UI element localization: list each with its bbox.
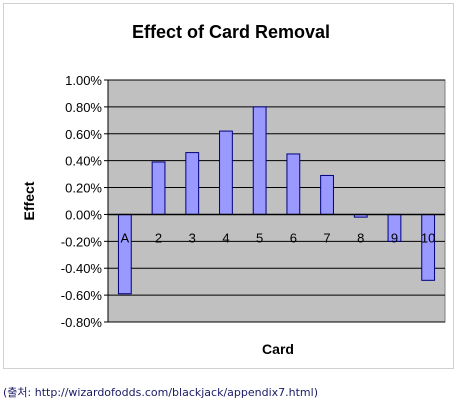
x-tick-label: 10 <box>421 230 435 245</box>
caption-suffix: ) <box>313 386 318 399</box>
x-tick-label: 8 <box>357 230 364 245</box>
bar-chart: Effect of Card Removal Effect Card 1.00%… <box>21 22 446 357</box>
chart-title: Effect of Card Removal <box>132 22 330 42</box>
bar-2 <box>151 161 166 215</box>
bar-A <box>117 213 132 295</box>
y-axis-label: Effect <box>21 181 37 220</box>
x-tick-label: 4 <box>222 230 229 245</box>
y-tick-label: 0.40% <box>65 154 102 169</box>
x-tick-label: A <box>121 230 130 245</box>
bar-5 <box>252 106 267 215</box>
bar-7 <box>320 174 334 215</box>
y-tick-label: 0.20% <box>65 181 102 196</box>
bar-3 <box>185 152 200 215</box>
y-tick-label: -0.80% <box>61 315 103 330</box>
source-caption: (출처: http://wizardofodds.com/blackjack/a… <box>3 384 318 400</box>
y-tick-label: 1.00% <box>65 73 102 88</box>
y-tick-label: -0.20% <box>61 234 103 249</box>
bar-10 <box>421 213 436 281</box>
x-tick-label: 9 <box>391 230 398 245</box>
x-tick-label: 3 <box>189 230 196 245</box>
y-tick-label: -0.60% <box>61 288 103 303</box>
caption-prefix: (출처: <box>3 386 35 399</box>
x-tick-label: 2 <box>155 230 162 245</box>
y-tick-label: 0.80% <box>65 100 102 115</box>
x-axis-label: Card <box>262 341 294 357</box>
x-tick-label: 7 <box>323 230 330 245</box>
x-tick-label: 5 <box>256 230 263 245</box>
y-tick-label: 0.00% <box>65 207 102 222</box>
chart-frame: Effect of Card Removal Effect Card 1.00%… <box>3 3 454 369</box>
y-tick-label: -0.40% <box>61 261 103 276</box>
y-tick-label: 0.60% <box>65 127 102 142</box>
bar-6 <box>286 153 301 215</box>
bar-4 <box>219 130 233 215</box>
source-link[interactable]: http://wizardofodds.com/blackjack/append… <box>34 386 314 399</box>
x-tick-label: 6 <box>290 230 297 245</box>
